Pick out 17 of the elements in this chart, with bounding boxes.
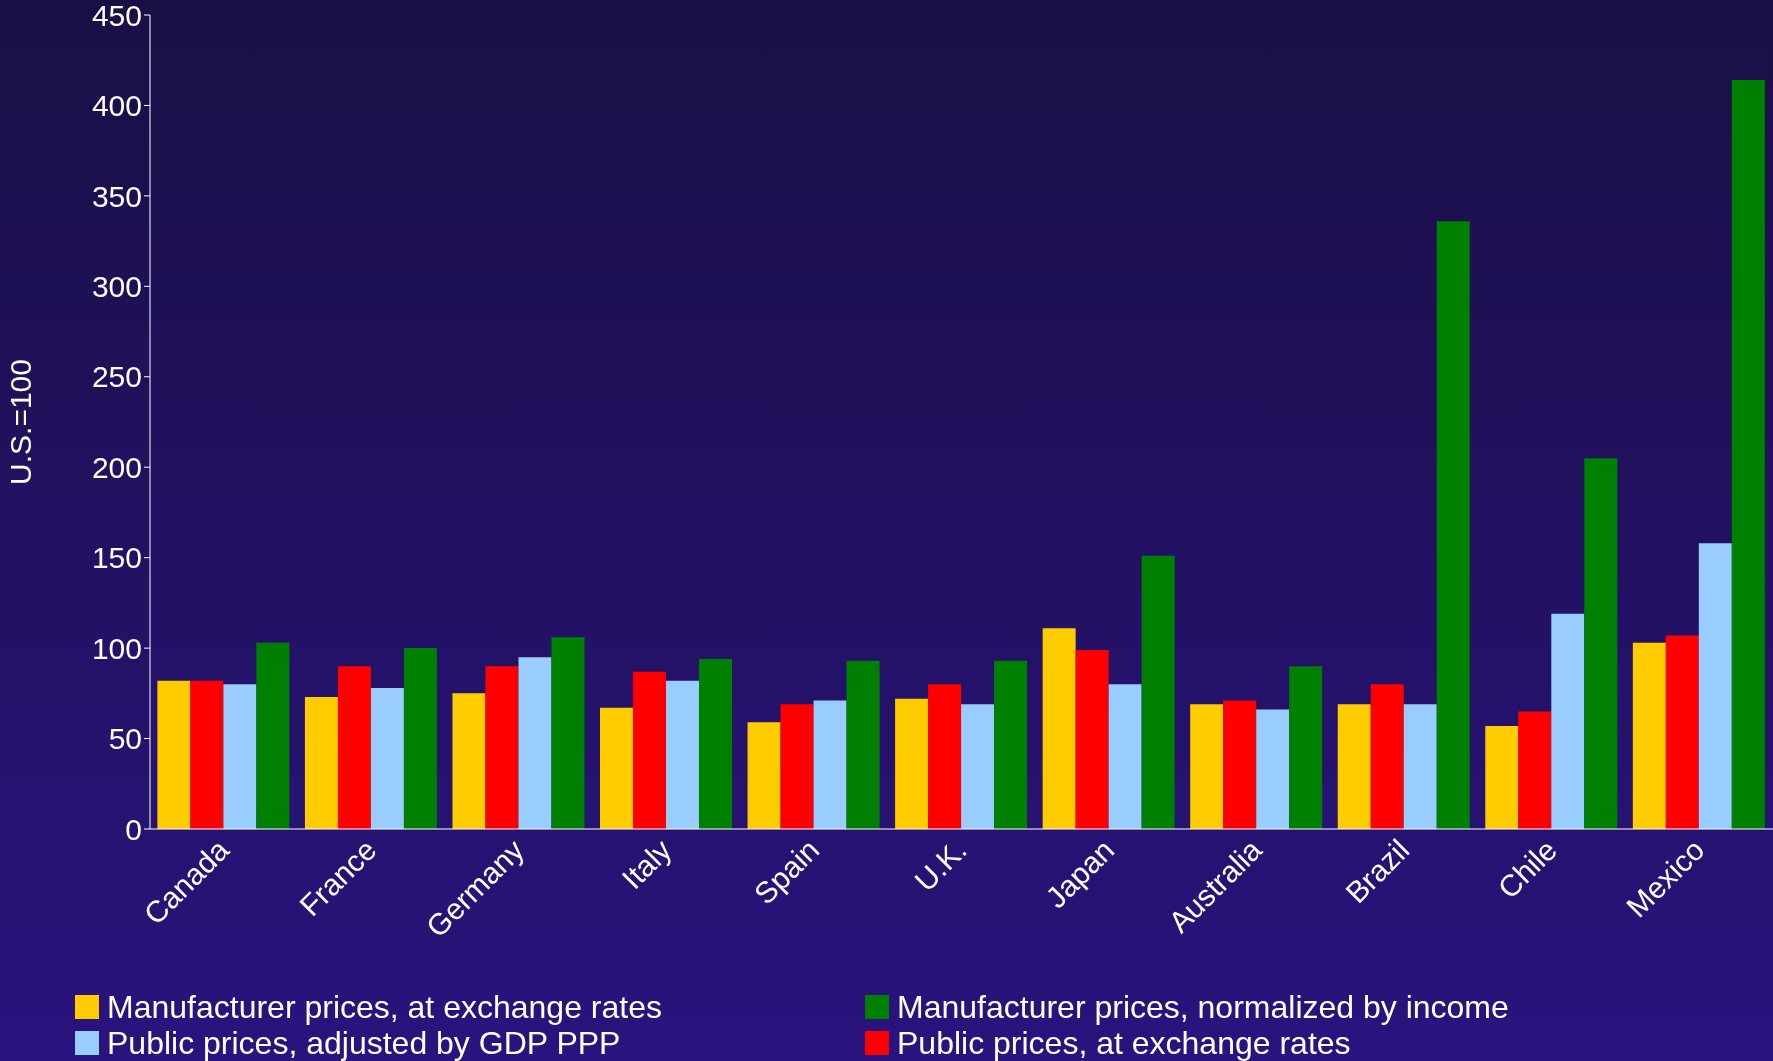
y-tick-label: 250 [91,360,142,394]
y-tick-label: 300 [91,269,142,303]
y-tick-label: 200 [91,450,142,484]
legend-label: Manufacturer prices, at exchange rates [106,989,663,1025]
y-tick-label: 400 [91,89,142,123]
x-tick-label: U.K. [908,832,973,898]
y-tick-label: 450 [91,0,142,32]
y-tick-label: 0 [125,812,142,846]
y-axis-title: U.S.=100 [3,359,37,485]
y-tick-label: 150 [91,541,142,575]
legend-label: Manufacturer prices, normalized by income [896,989,1510,1025]
legend-label: Public prices, adjusted by GDP PPP [106,1025,622,1061]
y-tick-label: 50 [108,722,142,756]
x-tick-label: Italy [615,832,678,896]
legend-label: Public prices, at exchange rates [896,1025,1352,1061]
y-tick-label: 100 [91,631,142,665]
y-tick-label: 350 [91,179,142,213]
